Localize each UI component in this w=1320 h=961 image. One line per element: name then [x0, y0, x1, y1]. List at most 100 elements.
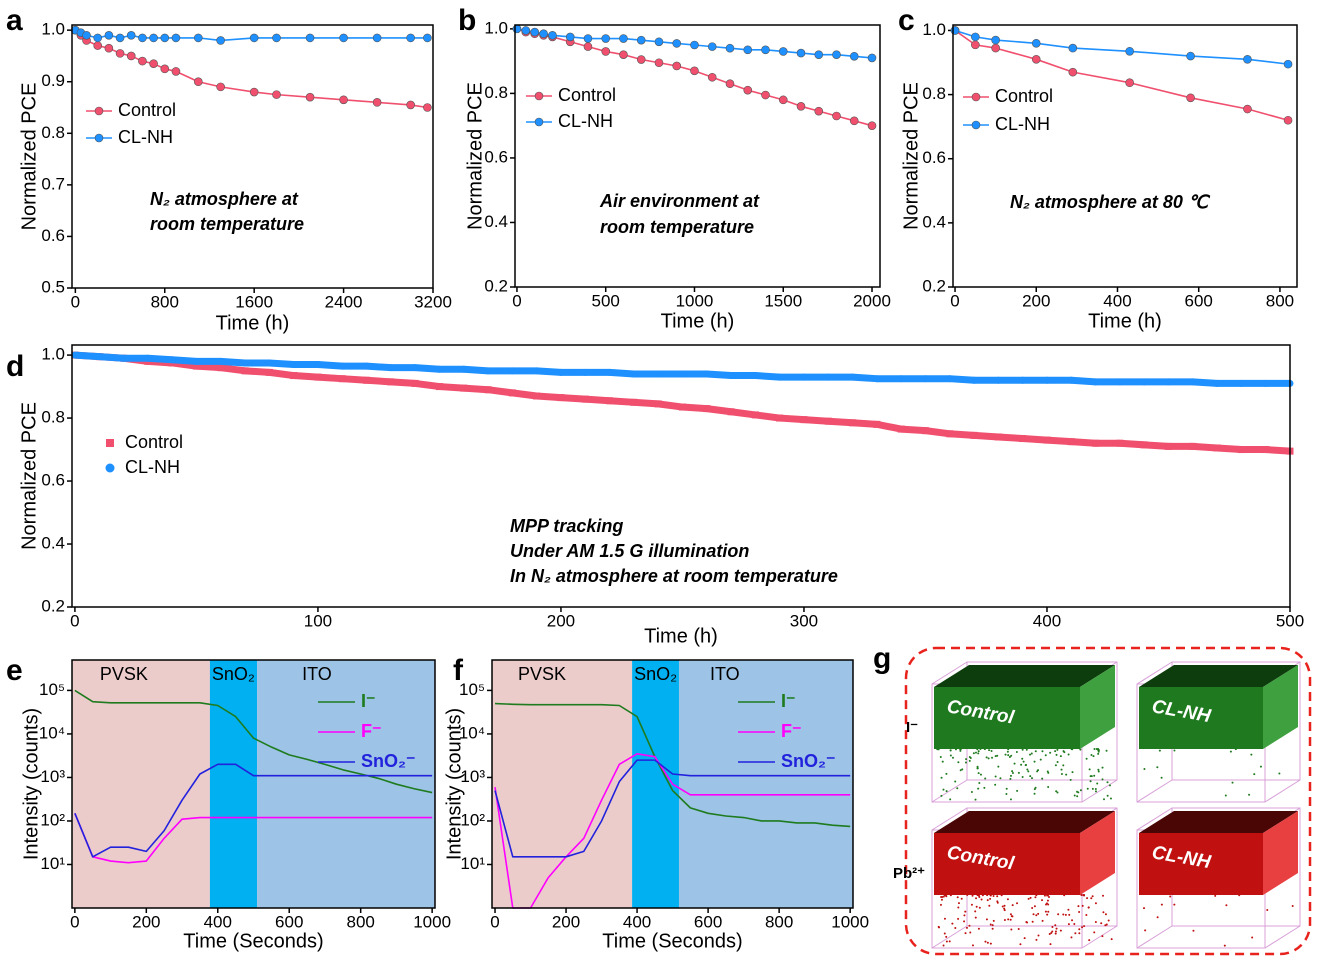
particle — [1064, 913, 1067, 916]
y-tick-label: 0.4 — [922, 212, 946, 231]
point — [160, 64, 170, 74]
point — [601, 34, 611, 43]
point — [1031, 38, 1041, 48]
cube-wire — [1136, 779, 1173, 803]
y-tick-label: 10⁴ — [39, 723, 65, 742]
x-axis-title: Time (Seconds) — [602, 930, 742, 952]
point — [1067, 376, 1075, 384]
legend-label: CL-NH — [125, 457, 180, 477]
x-tick-label: 1000 — [831, 912, 869, 931]
series-line — [74, 29, 428, 109]
point — [619, 34, 628, 43]
panel-label: g — [873, 642, 891, 675]
cube-wire — [1081, 779, 1118, 803]
y-tick-label: 0.8 — [41, 408, 65, 427]
block-side — [1263, 665, 1298, 749]
particle — [1048, 933, 1051, 936]
particle — [1076, 795, 1079, 798]
region-label: PVSK — [518, 664, 566, 684]
point — [1283, 59, 1293, 69]
point — [630, 398, 638, 406]
particle — [1104, 913, 1107, 916]
point — [435, 365, 443, 373]
x-tick-label: 800 — [151, 292, 179, 311]
cube-wire — [1136, 807, 1173, 831]
particle — [1051, 925, 1054, 928]
legend-marker — [94, 133, 104, 143]
particle — [1223, 944, 1226, 947]
y-axis-title: Normalized PCE — [18, 402, 40, 550]
legend-label: SnO₂⁻ — [781, 751, 836, 771]
particle — [943, 932, 946, 935]
particle — [1083, 925, 1086, 928]
particle — [1035, 938, 1038, 941]
region-label: PVSK — [100, 664, 148, 684]
y-tick-label: 0.4 — [41, 534, 65, 553]
particle — [971, 894, 974, 897]
x-tick-label: 1600 — [235, 292, 273, 311]
particle — [1009, 798, 1012, 801]
particle — [1160, 903, 1163, 906]
point — [800, 373, 808, 381]
particle — [975, 897, 978, 900]
particle — [1027, 897, 1030, 900]
particle — [1097, 749, 1100, 752]
particle — [1093, 774, 1096, 777]
particle — [1253, 773, 1256, 776]
point — [1164, 378, 1172, 386]
point — [581, 395, 589, 403]
particle — [986, 941, 989, 944]
point — [521, 26, 531, 35]
particle — [989, 897, 992, 900]
particle — [1109, 797, 1112, 800]
particle — [959, 769, 962, 772]
particle — [1105, 923, 1108, 926]
point — [241, 367, 249, 375]
point — [387, 378, 395, 386]
point — [548, 31, 557, 40]
y-tick-label: 1.0 — [922, 20, 946, 39]
point — [104, 43, 114, 53]
particle — [1093, 748, 1096, 751]
particle — [1041, 777, 1044, 780]
point — [1164, 442, 1172, 450]
particle — [1060, 773, 1063, 776]
particle — [977, 750, 980, 753]
x-tick-label: 400 — [1033, 611, 1061, 630]
x-tick-label: 600 — [275, 912, 303, 931]
particle — [1009, 774, 1012, 777]
particle — [1086, 787, 1089, 790]
region — [492, 660, 633, 908]
x-tick-label: 800 — [765, 912, 793, 931]
particle — [976, 765, 979, 768]
point — [991, 43, 1000, 53]
particle — [1024, 764, 1027, 767]
particle — [1100, 922, 1103, 925]
particle — [1047, 785, 1050, 788]
y-axis-title: Intensity (counts) — [20, 708, 42, 860]
point — [363, 362, 371, 370]
region-label: SnO₂ — [634, 664, 677, 684]
particle — [1106, 781, 1109, 784]
particle — [1055, 927, 1058, 930]
particle — [988, 904, 991, 907]
x-tick-label: 300 — [790, 611, 818, 630]
particle — [1029, 753, 1032, 756]
particle — [979, 748, 982, 751]
point — [372, 98, 382, 107]
point — [272, 33, 281, 43]
point — [484, 386, 492, 394]
particle — [1214, 894, 1217, 897]
particle — [991, 756, 994, 759]
point — [849, 419, 857, 427]
point — [601, 47, 611, 56]
particle — [1156, 766, 1159, 769]
particle — [1056, 761, 1059, 764]
point — [265, 368, 273, 376]
particle — [1074, 932, 1077, 935]
legend-marker — [534, 91, 544, 101]
particle — [1017, 771, 1020, 774]
particle — [961, 768, 964, 771]
point — [216, 36, 225, 45]
cube-wire — [931, 925, 968, 949]
